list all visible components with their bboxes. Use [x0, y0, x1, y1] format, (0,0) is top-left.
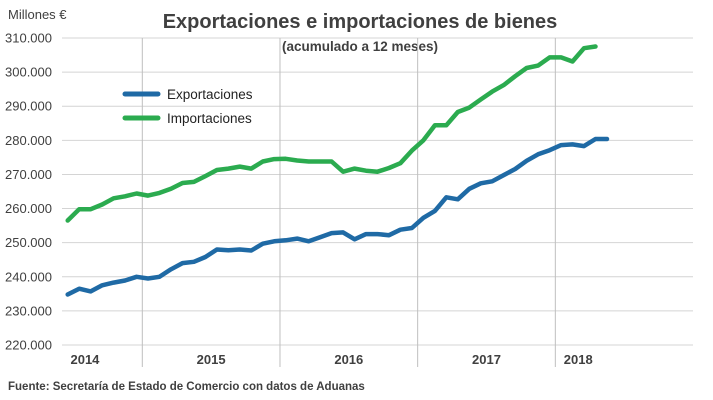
y-tick-label: 300.000: [5, 65, 52, 80]
source-note: Fuente: Secretaría de Estado de Comercio…: [8, 381, 365, 393]
y-tick-label: 270.000: [5, 167, 52, 182]
y-tick-label: 250.000: [5, 235, 52, 250]
legend-label-importaciones: Importaciones: [167, 111, 252, 126]
x-tick-label: 2018: [564, 352, 593, 367]
legend: Exportaciones Importaciones: [122, 87, 253, 126]
series-line-importaciones: [65, 44, 598, 223]
y-tick-label: 260.000: [5, 201, 52, 216]
chart-title: Exportaciones e importaciones de bienes: [163, 11, 558, 33]
legend-label-exportaciones: Exportaciones: [167, 87, 253, 102]
y-axis-ticks: 310.000 300.000 290.000 280.000 270.000 260.0…: [5, 31, 52, 353]
y-tick-label: 220.000: [5, 338, 52, 353]
x-tick-label: 2016: [334, 352, 363, 367]
series-line-exportaciones: [65, 136, 610, 297]
y-tick-label: 290.000: [5, 99, 52, 114]
y-tick-label: 230.000: [5, 303, 52, 318]
x-tick-label: 2014: [70, 352, 100, 367]
chart-subtitle: (acumulado a 12 meses): [282, 39, 438, 54]
y-tick-label: 240.000: [5, 269, 52, 284]
x-tick-label: 2015: [197, 352, 226, 367]
y-tick-label: 310.000: [5, 31, 52, 46]
gridlines: [62, 37, 693, 367]
x-tick-label: 2017: [472, 352, 501, 367]
x-axis-ticks: 2014 2015 2016 2017 2018: [70, 352, 592, 367]
series-layer: [65, 44, 610, 297]
y-tick-label: 280.000: [5, 133, 52, 148]
y-axis-label: Millones €: [8, 7, 67, 22]
